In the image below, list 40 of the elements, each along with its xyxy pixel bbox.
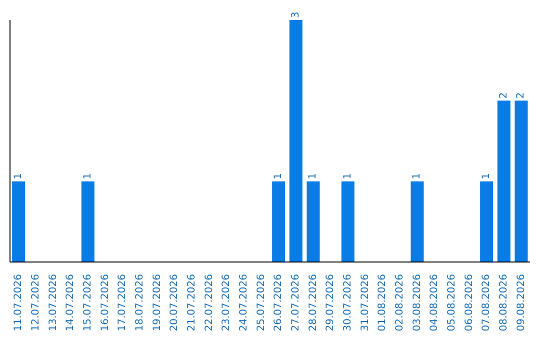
data-label: 2: [498, 92, 510, 99]
x-tick-label: 05.08.2026: [446, 274, 458, 332]
x-tick-label: 29.07.2026: [325, 274, 336, 332]
x-tick-label: 12.07.2026: [30, 274, 42, 332]
x-tick-label: 11.07.2026: [13, 274, 24, 332]
x-tick-label: 09.08.2026: [516, 274, 527, 332]
x-tick-label: 01.08.2026: [377, 274, 388, 332]
x-tick-label: 13.07.2026: [48, 274, 59, 332]
data-label: 1: [481, 172, 492, 180]
data-label: 1: [13, 172, 24, 180]
x-tick-label: 16.07.2026: [100, 274, 111, 332]
x-tick-label: 22.07.2026: [204, 274, 215, 332]
x-tick-label: 17.07.2026: [117, 274, 128, 332]
x-tick-label: 20.07.2026: [169, 274, 180, 332]
x-tick-label: 15.07.2026: [82, 274, 94, 332]
data-label: 1: [308, 172, 319, 180]
x-tick-label: 25.07.2026: [256, 274, 267, 332]
x-tick-label: 30.07.2026: [342, 274, 354, 332]
x-tick-label: 19.07.2026: [152, 274, 163, 332]
x-tick-label: 31.07.2026: [360, 274, 371, 332]
data-label: 1: [342, 172, 354, 180]
x-tick-label: 02.08.2026: [394, 274, 406, 332]
data-label: 2: [516, 92, 527, 99]
data-label: 1: [82, 172, 94, 180]
data-label: 1: [412, 172, 423, 180]
data-label: 1: [273, 172, 284, 180]
x-tick-label: 14.07.2026: [65, 274, 76, 332]
x-tick-label: 03.08.2026: [412, 274, 423, 332]
x-tick-label: 18.07.2026: [134, 274, 146, 332]
data-label: 3: [290, 12, 302, 18]
x-tick-label: 08.08.2026: [498, 274, 510, 332]
x-tick-label: 28.07.2026: [308, 274, 319, 332]
x-tick-label: 24.07.2026: [238, 274, 250, 332]
x-tick-label: 21.07.2026: [186, 274, 198, 332]
x-tick-label: 23.07.2026: [221, 274, 232, 332]
x-tick-label: 26.07.2026: [273, 274, 284, 332]
x-tick-label: 07.08.2026: [481, 274, 492, 332]
x-tick-label: 04.08.2026: [429, 274, 440, 332]
x-tick-label: 06.08.2026: [464, 274, 475, 332]
x-tick-label: 27.07.2026: [290, 274, 302, 332]
